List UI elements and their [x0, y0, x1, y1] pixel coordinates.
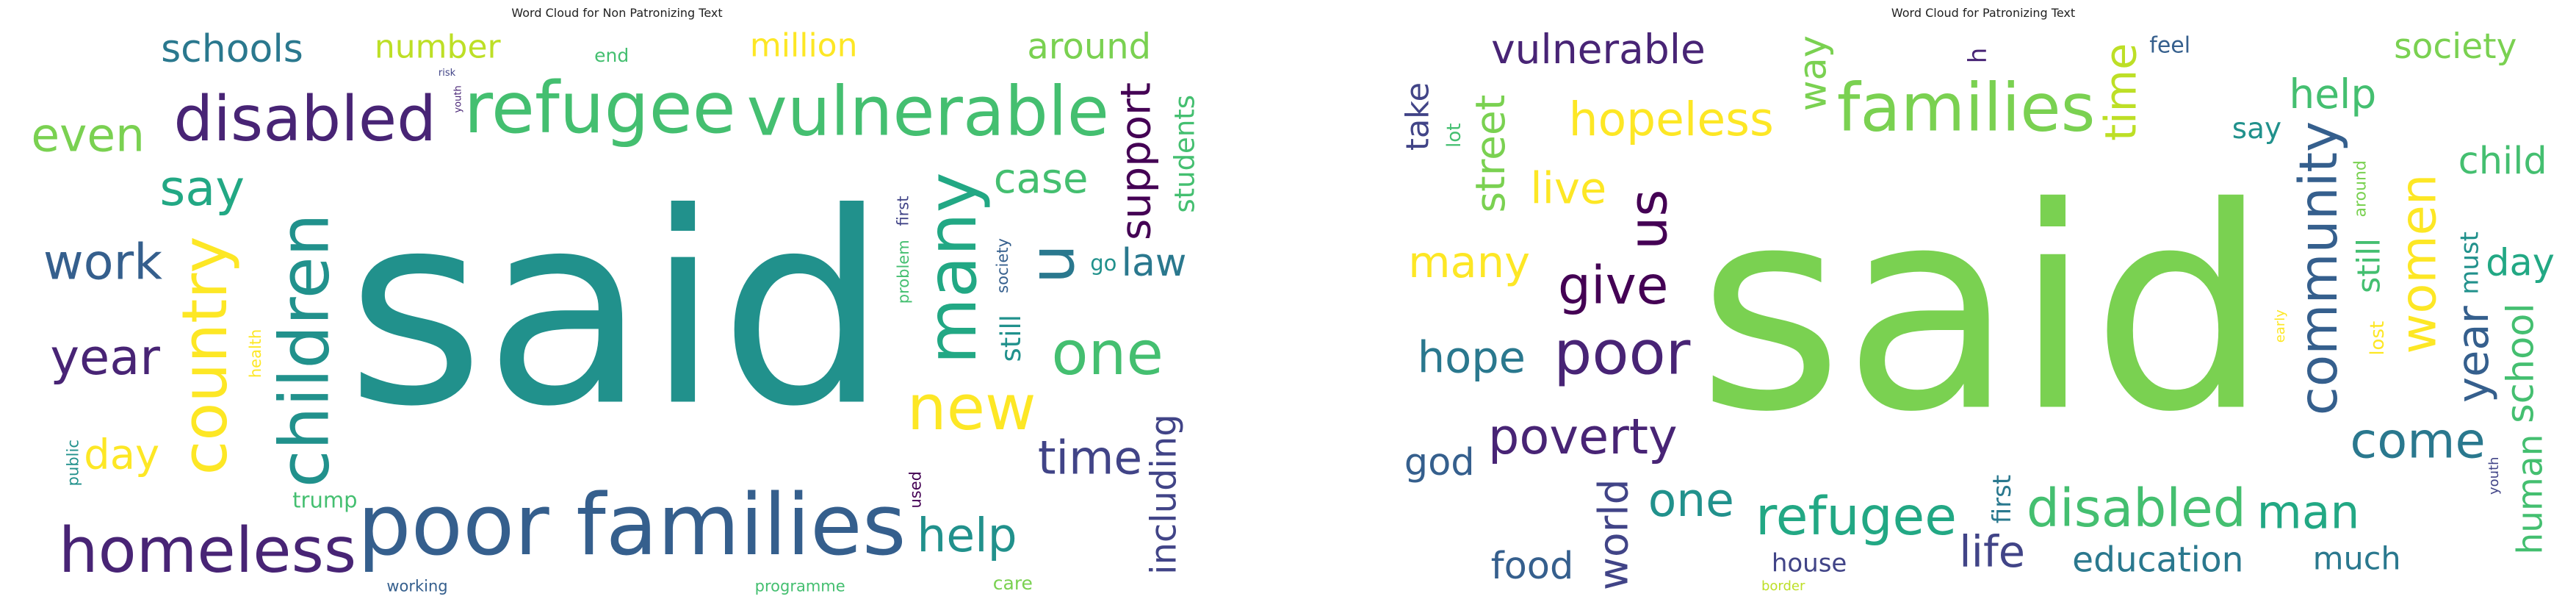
word-care: care — [993, 573, 1033, 594]
word-public: public — [64, 440, 82, 486]
word-man: man — [2257, 486, 2360, 539]
word-day: day — [2486, 241, 2555, 284]
word-case: case — [994, 155, 1089, 203]
word-give: give — [1558, 255, 1669, 316]
word-day: day — [84, 431, 159, 478]
word-must: must — [2455, 232, 2484, 295]
word-programme: programme — [755, 578, 845, 595]
word-many: many — [912, 172, 992, 365]
word-come: come — [2350, 412, 2485, 469]
word-trump: trump — [292, 488, 357, 513]
word-help: help — [917, 509, 1017, 562]
word-one: one — [1648, 473, 1734, 527]
word-lot: lot — [1443, 123, 1465, 148]
word-school: school — [2500, 303, 2543, 423]
word-youth: youth — [453, 85, 464, 112]
word-early: early — [2273, 309, 2288, 343]
word-law: law — [1122, 241, 1187, 285]
word-students: students — [1169, 95, 1201, 213]
word-lost: lost — [2367, 321, 2389, 356]
word-end: end — [594, 45, 629, 66]
word-year: year — [50, 329, 160, 386]
word-disabled: disabled — [2027, 478, 2246, 539]
word-first: first — [1988, 475, 2017, 523]
word-food: food — [1491, 545, 1574, 588]
word-vulnerable: vulnerable — [1491, 26, 1706, 73]
word-still: still — [2351, 238, 2388, 293]
word-society: society — [994, 238, 1011, 293]
word-homeless: homeless — [59, 515, 356, 587]
word-still: still — [995, 315, 1027, 362]
word-families: families — [1837, 70, 2096, 147]
word-schools: schools — [161, 27, 303, 71]
word-risk: risk — [439, 68, 456, 79]
word-say: say — [2232, 112, 2281, 146]
word-number: number — [375, 29, 502, 66]
word-refugee: refugee — [464, 67, 736, 149]
word-hopeless: hopeless — [1569, 93, 1774, 146]
word-cloud-non-patronizing: said poor families refugee children vulnerab… — [31, 26, 1201, 595]
word-new: new — [907, 372, 1036, 445]
word-poor: poor — [1554, 318, 1690, 388]
word-hope: hope — [1418, 332, 1526, 383]
word-u: u — [1016, 244, 1089, 284]
word-many: many — [1408, 237, 1530, 287]
word-first: first — [894, 196, 912, 226]
word-education: education — [2072, 540, 2243, 581]
word-life: life — [1959, 526, 2025, 577]
word-country: country — [169, 236, 242, 475]
word-support: support — [1112, 82, 1160, 240]
word-youth: youth — [2486, 456, 2502, 495]
word-one: one — [1051, 319, 1163, 389]
word-vulnerable: vulnerable — [747, 71, 1109, 151]
word-refugee: refugee — [1756, 486, 1957, 547]
word-god: god — [1404, 441, 1475, 484]
chart-title-left: Word Cloud for Non Patronizing Text — [511, 6, 723, 20]
word-around: around — [1027, 26, 1151, 67]
word-time: time — [2095, 43, 2146, 141]
word-world: world — [1590, 478, 1637, 589]
word-poor-families: poor families — [358, 476, 906, 575]
word-including: including — [1144, 414, 1185, 575]
word-go: go — [1090, 251, 1116, 276]
word-around: around — [2352, 160, 2370, 217]
word-million: million — [750, 26, 858, 64]
word-children: children — [264, 213, 344, 487]
word-said: said — [1698, 148, 2269, 473]
word-h: h — [1963, 48, 1993, 64]
word-say: say — [159, 159, 245, 217]
word-house: house — [1772, 548, 1847, 578]
word-live: live — [1530, 162, 1606, 213]
word-year: year — [2447, 305, 2498, 402]
word-problem: problem — [895, 240, 912, 304]
word-child: child — [2458, 140, 2547, 183]
word-take: take — [1400, 82, 1437, 151]
word-much: much — [2313, 541, 2401, 578]
word-used: used — [906, 471, 924, 509]
word-way: way — [1792, 35, 1835, 111]
word-help: help — [2289, 71, 2376, 118]
word-human: human — [2510, 434, 2550, 555]
word-time: time — [1038, 431, 1142, 484]
word-poverty: poverty — [1488, 408, 1678, 465]
chart-title-right: Word Cloud for Patronizing Text — [1891, 6, 2076, 20]
word-feel: feel — [2149, 32, 2190, 58]
word-said: said — [347, 157, 888, 465]
word-border: border — [1761, 578, 1805, 594]
word-society: society — [2394, 26, 2517, 67]
word-working: working — [386, 578, 447, 595]
word-health: health — [247, 329, 264, 378]
word-street: street — [1467, 95, 1514, 213]
word-us: us — [1618, 190, 1679, 250]
word-disabled: disabled — [173, 83, 436, 156]
word-even: even — [31, 109, 145, 162]
word-women: women — [2390, 174, 2447, 354]
word-work: work — [43, 233, 162, 290]
word-community: community — [2288, 121, 2349, 415]
